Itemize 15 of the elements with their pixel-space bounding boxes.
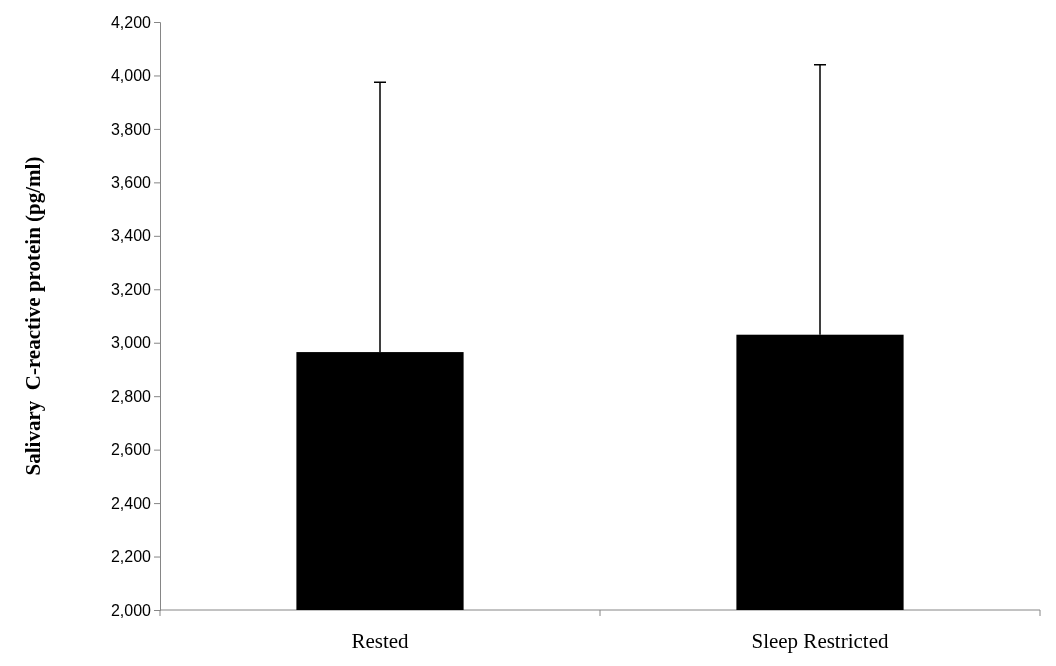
y-tick-label: 3,200	[110, 280, 152, 298]
y-tick-label: 2,400	[110, 494, 152, 512]
y-tick-label: 3,600	[110, 173, 152, 191]
y-tick-label: 2,800	[110, 387, 152, 405]
y-tick-label: 2,600	[110, 441, 152, 459]
x-tick-label: Sleep Restricted	[751, 629, 890, 653]
y-tick-label: 2,200	[110, 548, 152, 566]
x-tick-label: Rested	[351, 629, 410, 653]
y-tick-label: 4,200	[110, 13, 152, 31]
y-tick-label: 3,800	[110, 120, 152, 138]
y-tick-label: 3,000	[110, 334, 152, 352]
y-tick-label: 2,000	[110, 601, 152, 619]
y-axis-title: Salivary C-reactive protein (pg/ml)	[21, 156, 45, 476]
y-tick-label: 3,400	[110, 227, 152, 245]
y-tick-label: 4,000	[110, 67, 152, 85]
